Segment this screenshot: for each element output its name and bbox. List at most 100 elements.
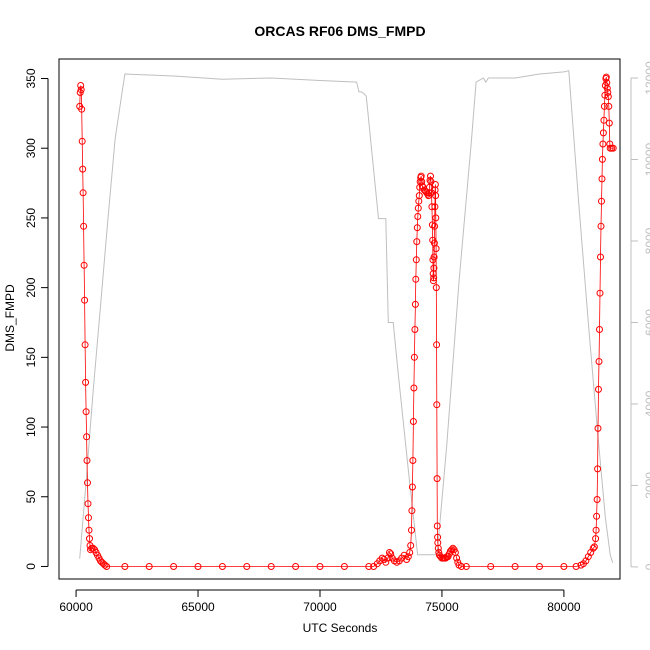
- x-tick-label: 60000: [59, 600, 93, 614]
- data-point: [85, 526, 93, 534]
- data-point: [598, 197, 605, 205]
- data-point: [605, 119, 613, 127]
- data-point: [599, 140, 607, 148]
- data-point: [609, 144, 617, 152]
- y-tick-label: 350: [24, 68, 38, 88]
- data-point: [603, 84, 611, 92]
- data-point: [121, 563, 129, 570]
- data-point: [77, 86, 85, 94]
- data-point: [600, 102, 608, 110]
- data-point: [433, 522, 441, 530]
- data-point: [435, 549, 443, 556]
- y-tick-label: 200: [24, 277, 38, 297]
- data-point: [408, 483, 416, 491]
- data-point: [598, 175, 606, 183]
- y-axis-label: DMS_FMPD: [3, 284, 17, 352]
- data-point: [243, 563, 251, 570]
- data-point: [595, 385, 602, 393]
- data-point: [433, 341, 441, 349]
- data-point: [590, 543, 598, 551]
- data-point: [84, 479, 91, 487]
- data-point: [462, 563, 470, 570]
- data-point: [434, 544, 442, 552]
- data-point: [386, 549, 393, 556]
- data-point: [432, 192, 440, 200]
- data-point: [80, 222, 88, 230]
- data-point: [600, 116, 608, 124]
- data-point: [83, 457, 91, 464]
- data-point: [387, 550, 395, 558]
- series-line-altitude: [79, 70, 614, 563]
- data-point: [79, 165, 87, 173]
- data-point: [78, 137, 86, 145]
- data-point: [536, 563, 543, 570]
- y2-tick-label: 4000: [643, 390, 650, 417]
- y-tick-label: 0: [24, 563, 38, 570]
- data-point: [593, 512, 601, 520]
- data-point: [404, 553, 412, 561]
- data-point: [170, 563, 178, 570]
- data-point: [407, 542, 415, 549]
- x-tick-label: 75000: [425, 600, 459, 614]
- data-point: [589, 544, 597, 552]
- data-point: [218, 563, 226, 570]
- data-point: [408, 526, 415, 534]
- x-tick-label: 80000: [547, 600, 581, 614]
- data-point: [599, 129, 607, 137]
- data-point: [596, 289, 604, 297]
- x-axis-label: UTC Seconds: [303, 621, 378, 635]
- data-point: [606, 140, 614, 148]
- data-point: [83, 433, 91, 441]
- data-point: [487, 563, 495, 570]
- data-point: [411, 300, 419, 308]
- data-point: [428, 203, 436, 211]
- data-point: [84, 500, 92, 508]
- data-point: [511, 563, 519, 570]
- y-tick-label: 300: [24, 138, 38, 158]
- y2-tick-label: 2000: [643, 472, 650, 499]
- data-point: [594, 465, 602, 473]
- data-point: [414, 204, 422, 212]
- data-point: [430, 274, 438, 282]
- data-point: [82, 378, 90, 386]
- data-point: [594, 424, 602, 432]
- data-point: [406, 549, 414, 556]
- y2-tick-label: 6000: [643, 309, 650, 336]
- plot-area: 60000 65000 70000 75000 80000050100150200250…: [24, 58, 650, 614]
- data-point: [572, 563, 580, 570]
- data-point: [432, 245, 440, 253]
- data-point: [145, 563, 153, 570]
- data-point: [431, 222, 439, 230]
- x-tick-label: 70000: [303, 600, 337, 614]
- data-point: [413, 224, 421, 232]
- data-point: [85, 514, 92, 522]
- data-point: [597, 222, 605, 230]
- data-point: [429, 277, 437, 285]
- y2-tick-label: 10000: [643, 142, 650, 176]
- data-point: [410, 353, 418, 361]
- data-point: [596, 326, 603, 333]
- data-point: [453, 554, 461, 562]
- data-point: [411, 326, 419, 333]
- x-tick-label: 65000: [181, 600, 215, 614]
- y2-tick-label: 8000: [643, 227, 650, 254]
- data-point: [413, 238, 421, 246]
- y-tick-label: 250: [24, 208, 38, 228]
- data-point: [408, 507, 416, 515]
- data-point: [458, 563, 465, 570]
- data-point: [415, 192, 423, 200]
- data-point: [597, 253, 604, 261]
- y-tick-label: 50: [24, 490, 38, 504]
- data-point: [194, 563, 202, 570]
- data-point: [82, 408, 90, 416]
- data-point: [316, 563, 324, 570]
- y2-tick-label: 0: [643, 563, 650, 570]
- data-point: [81, 341, 89, 349]
- data-point: [409, 457, 417, 464]
- data-point: [560, 563, 568, 570]
- plot-frame: [58, 58, 621, 580]
- y-tick-label: 150: [24, 347, 38, 367]
- data-point: [414, 213, 422, 220]
- data-point: [382, 558, 390, 566]
